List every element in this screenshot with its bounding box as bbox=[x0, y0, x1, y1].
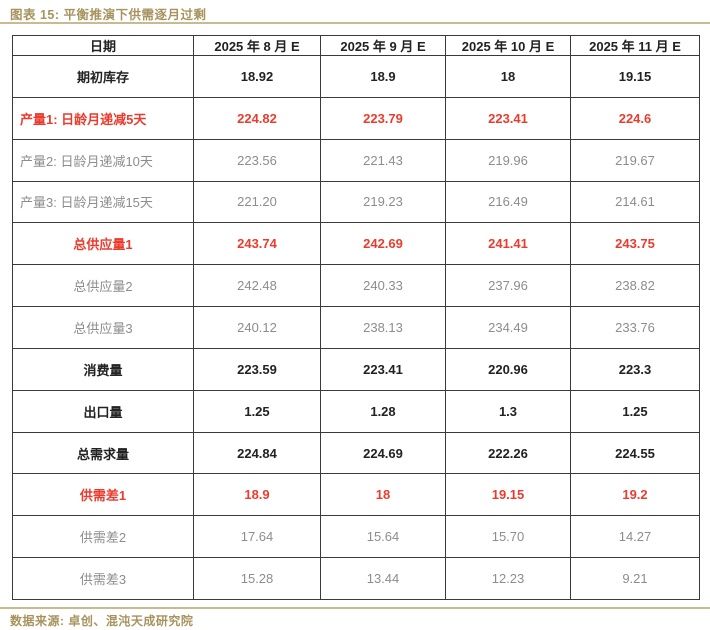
cell-value: 233.76 bbox=[570, 306, 700, 349]
cell-value: 238.82 bbox=[570, 264, 700, 308]
table-row: 供需差3 15.28 13.44 12.23 9.21 bbox=[12, 557, 700, 600]
table-row: 消费量 223.59 223.41 220.96 223.3 bbox=[12, 347, 700, 391]
cell-value: 240.12 bbox=[193, 306, 321, 349]
cell-value: 14.27 bbox=[570, 515, 700, 559]
cell-value: 15.64 bbox=[320, 515, 446, 559]
footer-divider-rule bbox=[0, 607, 710, 609]
row-label: 产量2: 日龄月递减10天 bbox=[12, 138, 194, 182]
row-label: 期初库存 bbox=[12, 55, 194, 98]
row-label: 总需求量 bbox=[12, 431, 194, 475]
row-label: 总供应量3 bbox=[12, 306, 194, 349]
cell-value: 224.69 bbox=[320, 431, 446, 475]
cell-value: 1.3 bbox=[445, 389, 571, 433]
cell-value: 18.9 bbox=[320, 55, 446, 98]
row-label: 总供应量2 bbox=[12, 264, 194, 308]
cell-value: 224.55 bbox=[570, 431, 700, 475]
cell-value: 241.41 bbox=[445, 222, 571, 266]
column-header-aug: 2025 年 8 月 E bbox=[193, 35, 321, 56]
row-label: 供需差1 bbox=[12, 473, 194, 517]
cell-value: 220.96 bbox=[445, 347, 571, 391]
row-label: 产量3: 日龄月递减15天 bbox=[12, 180, 194, 224]
cell-value: 19.15 bbox=[570, 55, 700, 98]
column-header-oct: 2025 年 10 月 E bbox=[445, 35, 571, 56]
cell-value: 18 bbox=[445, 55, 571, 98]
cell-value: 223.41 bbox=[320, 347, 446, 391]
cell-value: 223.79 bbox=[320, 96, 446, 140]
row-label: 供需差2 bbox=[12, 515, 194, 559]
cell-value: 237.96 bbox=[445, 264, 571, 308]
cell-value: 242.69 bbox=[320, 222, 446, 266]
cell-value: 224.82 bbox=[193, 96, 321, 140]
cell-value: 12.23 bbox=[445, 557, 571, 600]
row-label: 产量1: 日龄月递减5天 bbox=[12, 96, 194, 140]
table-row: 产量1: 日龄月递减5天 224.82 223.79 223.41 224.6 bbox=[12, 96, 700, 140]
table-row: 出口量 1.25 1.28 1.3 1.25 bbox=[12, 389, 700, 433]
cell-value: 219.23 bbox=[320, 180, 446, 224]
cell-value: 219.96 bbox=[445, 138, 571, 182]
cell-value: 234.49 bbox=[445, 306, 571, 349]
table-row: 产量3: 日龄月递减15天 221.20 219.23 216.49 214.61 bbox=[12, 180, 700, 224]
cell-value: 223.41 bbox=[445, 96, 571, 140]
cell-value: 1.25 bbox=[193, 389, 321, 433]
cell-value: 18 bbox=[320, 473, 446, 517]
cell-value: 17.64 bbox=[193, 515, 321, 559]
column-header-sep: 2025 年 9 月 E bbox=[320, 35, 446, 56]
cell-value: 19.15 bbox=[445, 473, 571, 517]
cell-value: 216.49 bbox=[445, 180, 571, 224]
cell-value: 223.59 bbox=[193, 347, 321, 391]
column-header-nov: 2025 年 11 月 E bbox=[570, 35, 700, 56]
cell-value: 15.70 bbox=[445, 515, 571, 559]
table-row: 供需差2 17.64 15.64 15.70 14.27 bbox=[12, 515, 700, 559]
cell-value: 224.84 bbox=[193, 431, 321, 475]
cell-value: 18.9 bbox=[193, 473, 321, 517]
cell-value: 219.67 bbox=[570, 138, 700, 182]
cell-value: 214.61 bbox=[570, 180, 700, 224]
cell-value: 224.6 bbox=[570, 96, 700, 140]
table-header-row: 日期 2025 年 8 月 E 2025 年 9 月 E 2025 年 10 月… bbox=[12, 35, 700, 56]
cell-value: 13.44 bbox=[320, 557, 446, 600]
cell-value: 240.33 bbox=[320, 264, 446, 308]
table-body: 期初库存 18.92 18.9 18 19.15 产量1: 日龄月递减5天 224.82 22… bbox=[12, 55, 700, 600]
cell-value: 243.74 bbox=[193, 222, 321, 266]
cell-value: 18.92 bbox=[193, 55, 321, 98]
table-row: 供需差1 18.9 18 19.15 19.2 bbox=[12, 473, 700, 517]
figure-title: 图表 15: 平衡推演下供需逐月过剩 bbox=[10, 8, 207, 22]
cell-value: 19.2 bbox=[570, 473, 700, 517]
cell-value: 238.13 bbox=[320, 306, 446, 349]
cell-value: 9.21 bbox=[570, 557, 700, 600]
cell-value: 221.43 bbox=[320, 138, 446, 182]
table-row: 总供应量3 240.12 238.13 234.49 233.76 bbox=[12, 306, 700, 349]
cell-value: 222.26 bbox=[445, 431, 571, 475]
supply-demand-table: 日期 2025 年 8 月 E 2025 年 9 月 E 2025 年 10 月… bbox=[12, 35, 700, 600]
cell-value: 243.75 bbox=[570, 222, 700, 266]
table-row: 总供应量1 243.74 242.69 241.41 243.75 bbox=[12, 222, 700, 266]
cell-value: 223.56 bbox=[193, 138, 321, 182]
cell-value: 1.25 bbox=[570, 389, 700, 433]
cell-value: 221.20 bbox=[193, 180, 321, 224]
title-divider-rule bbox=[0, 22, 710, 24]
row-label: 消费量 bbox=[12, 347, 194, 391]
row-label: 总供应量1 bbox=[12, 222, 194, 266]
table-row: 总需求量 224.84 224.69 222.26 224.55 bbox=[12, 431, 700, 475]
cell-value: 242.48 bbox=[193, 264, 321, 308]
cell-value: 1.28 bbox=[320, 389, 446, 433]
cell-value: 15.28 bbox=[193, 557, 321, 600]
data-source-note: 数据来源: 卓创、混沌天成研究院 bbox=[10, 614, 194, 628]
table-row: 产量2: 日龄月递减10天 223.56 221.43 219.96 219.67 bbox=[12, 138, 700, 182]
table-row: 期初库存 18.92 18.9 18 19.15 bbox=[12, 55, 700, 98]
cell-value: 223.3 bbox=[570, 347, 700, 391]
row-label: 出口量 bbox=[12, 389, 194, 433]
table-row: 总供应量2 242.48 240.33 237.96 238.82 bbox=[12, 264, 700, 308]
column-header-date: 日期 bbox=[12, 35, 194, 56]
row-label: 供需差3 bbox=[12, 557, 194, 600]
